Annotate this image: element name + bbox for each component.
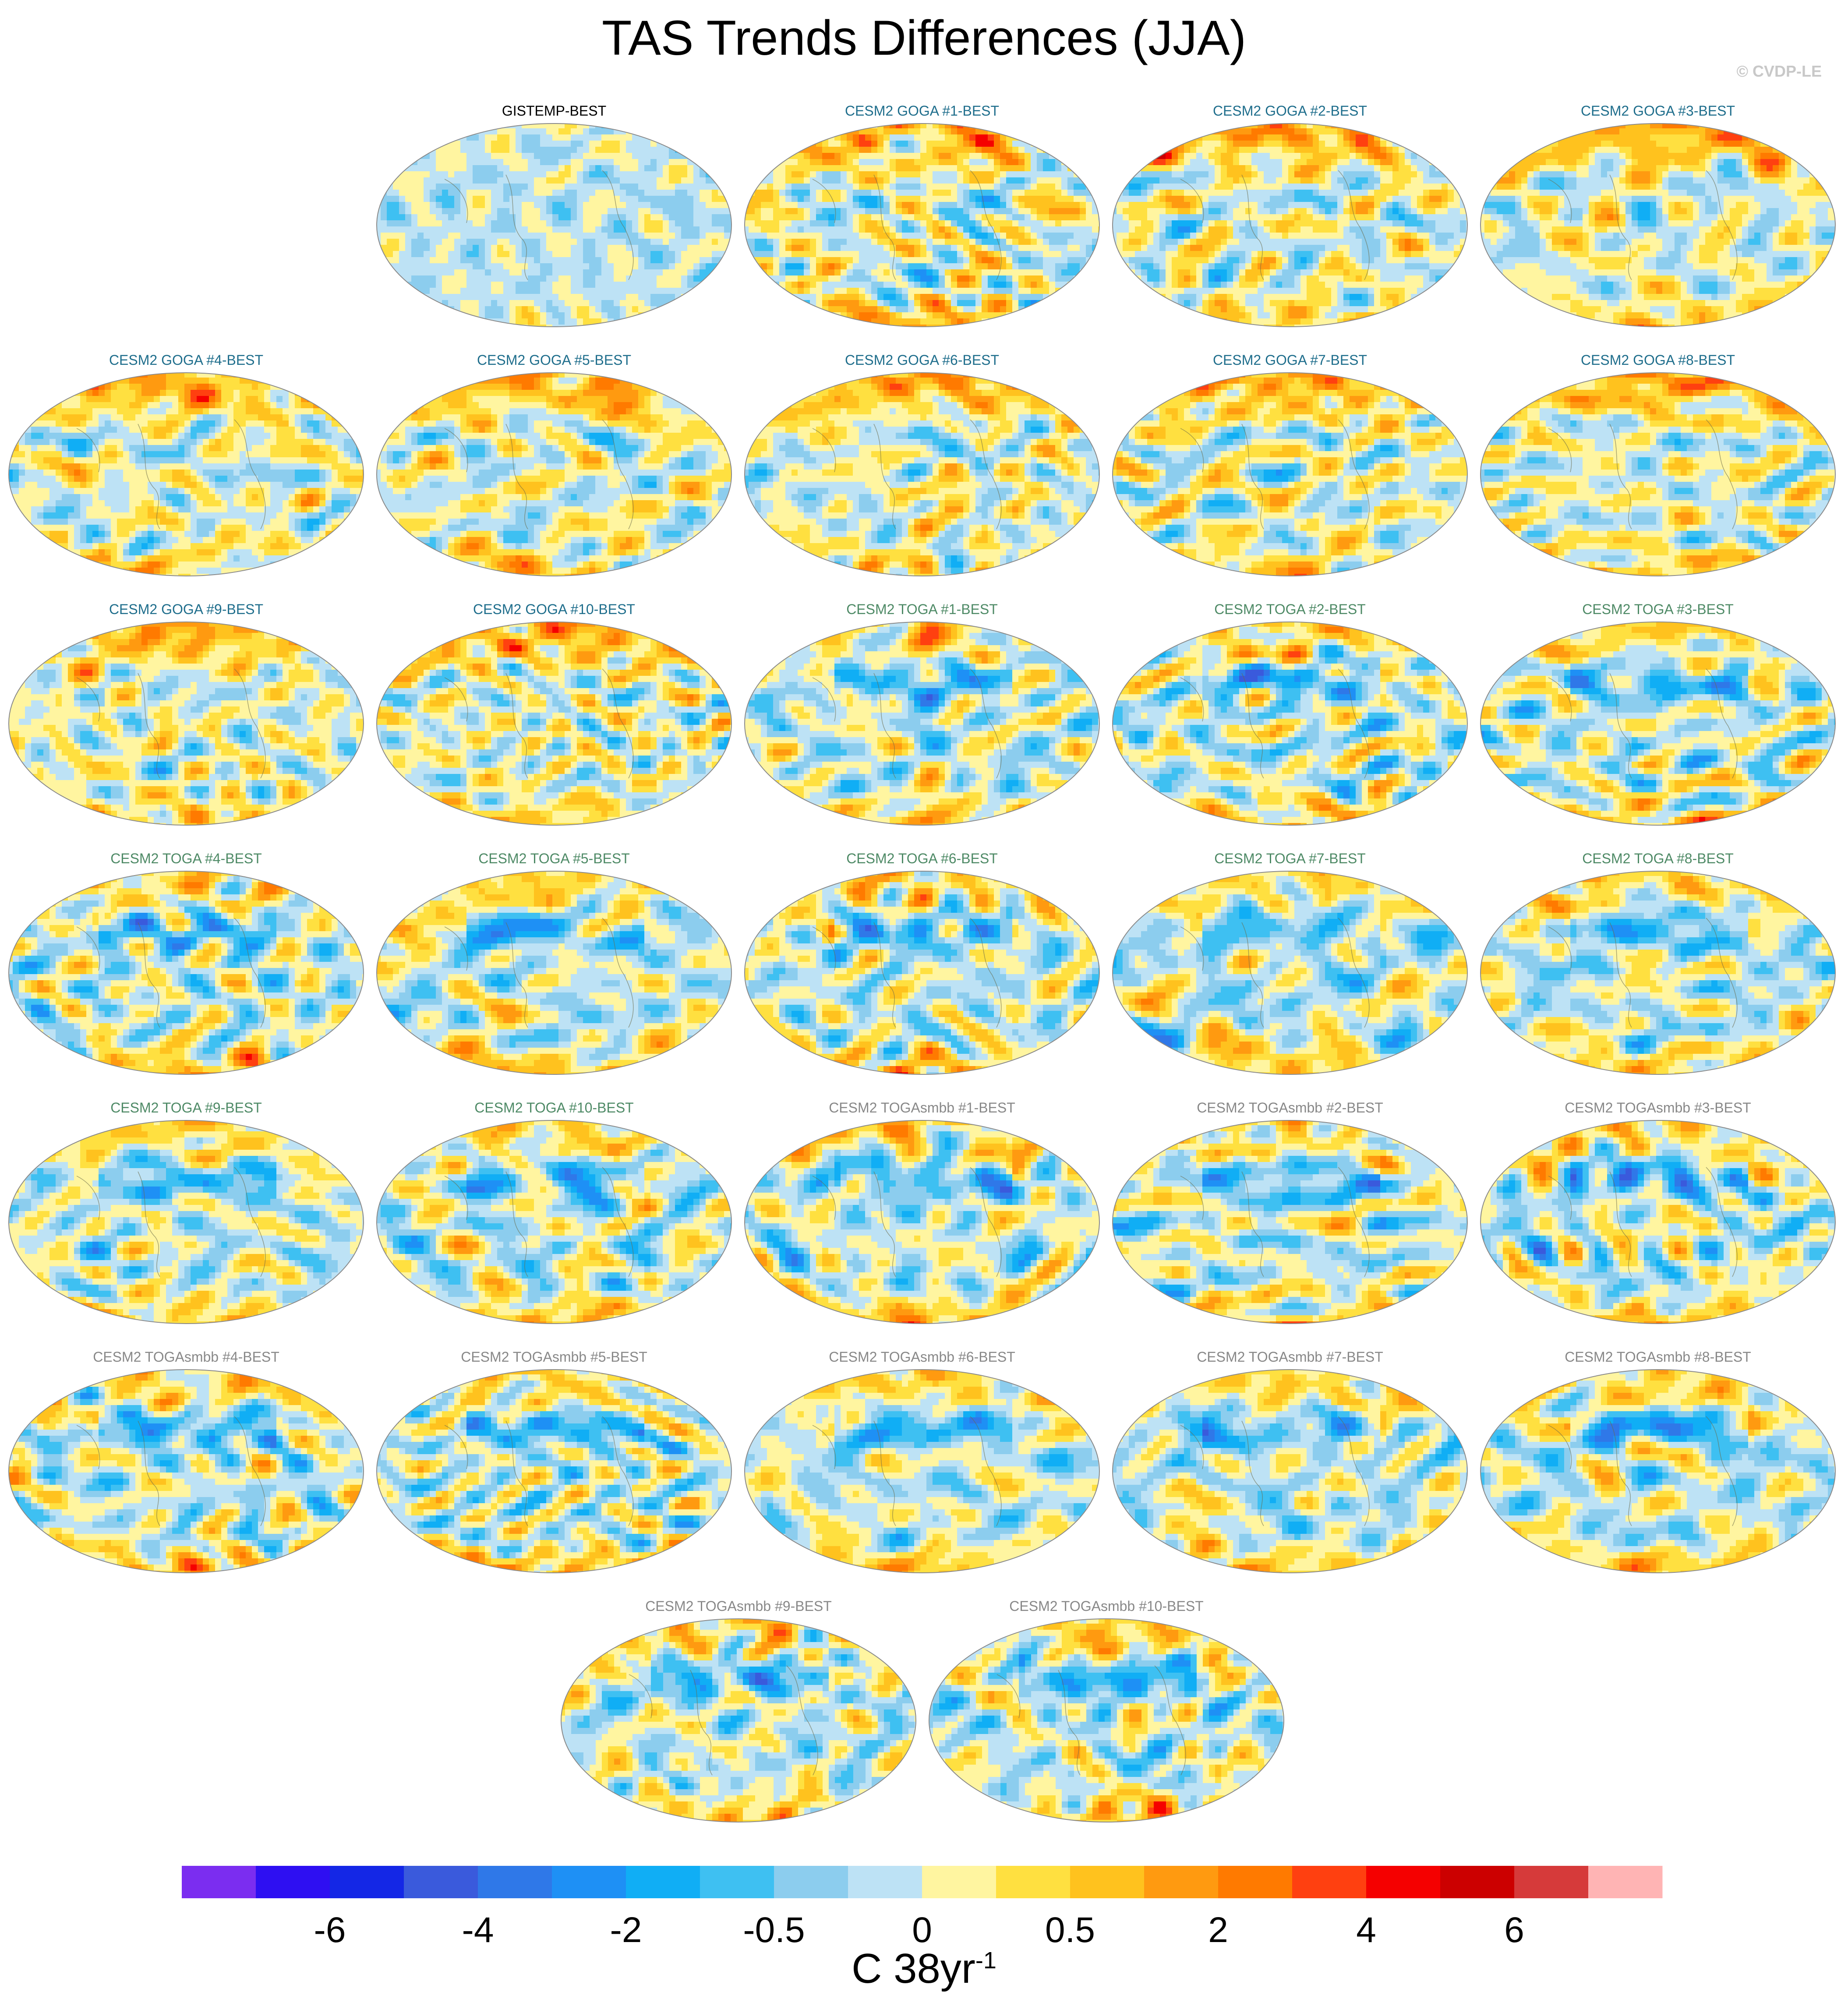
colorbar-swatch — [1366, 1866, 1441, 1898]
colorbar-swatch — [996, 1866, 1071, 1898]
colorbar-tick-label: 2 — [1208, 1910, 1228, 1950]
colorbar-swatch — [1070, 1866, 1145, 1898]
colorbar-tick-label: -2 — [610, 1910, 642, 1950]
colorbar-swatch — [1292, 1866, 1367, 1898]
colorbar-swatch — [256, 1866, 330, 1898]
colorbar-swatch — [552, 1866, 626, 1898]
colorbar-tick-label: 0.5 — [1045, 1910, 1095, 1950]
colorbar-tick-label: -4 — [462, 1910, 494, 1950]
colorbar-swatch — [182, 1866, 256, 1898]
colorbar-tick-label: 0 — [912, 1910, 932, 1950]
colorbar-swatch — [922, 1866, 996, 1898]
colorbar-unit-label: C 38yr-1 — [0, 1945, 1848, 1993]
colorbar-swatch — [1588, 1866, 1663, 1898]
colorbar-unit-base: C 38yr — [852, 1945, 975, 1992]
colorbar-swatch — [1144, 1866, 1219, 1898]
colorbar-tick-label: 4 — [1356, 1910, 1376, 1950]
colorbar-swatch — [330, 1866, 404, 1898]
colorbar-unit-exponent: -1 — [975, 1947, 996, 1974]
colorbar-swatch — [1514, 1866, 1589, 1898]
colorbar-tick-label: 6 — [1504, 1910, 1524, 1950]
colorbar-tick-label: -0.5 — [743, 1910, 805, 1950]
colorbar-swatch — [700, 1866, 774, 1898]
colorbar-swatch — [1218, 1866, 1293, 1898]
colorbar-swatch — [848, 1866, 922, 1898]
colorbar-swatch — [1440, 1866, 1515, 1898]
colorbar-swatch — [626, 1866, 700, 1898]
colorbar-swatch — [404, 1866, 478, 1898]
colorbar-tick-label: -6 — [314, 1910, 346, 1950]
colorbar-swatch — [774, 1866, 848, 1898]
colorbar-swatch — [478, 1866, 552, 1898]
